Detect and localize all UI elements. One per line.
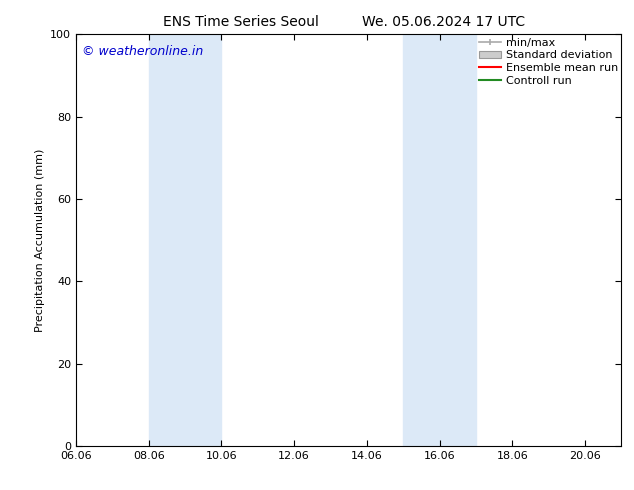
Bar: [403, 34, 476, 446]
Y-axis label: Precipitation Accumulation (mm): Precipitation Accumulation (mm): [35, 148, 44, 332]
Text: We. 05.06.2024 17 UTC: We. 05.06.2024 17 UTC: [362, 15, 526, 29]
Bar: [149, 34, 221, 446]
Text: © weatheronline.in: © weatheronline.in: [82, 45, 203, 58]
Text: ENS Time Series Seoul: ENS Time Series Seoul: [163, 15, 319, 29]
Legend: min/max, Standard deviation, Ensemble mean run, Controll run: min/max, Standard deviation, Ensemble me…: [479, 38, 618, 86]
